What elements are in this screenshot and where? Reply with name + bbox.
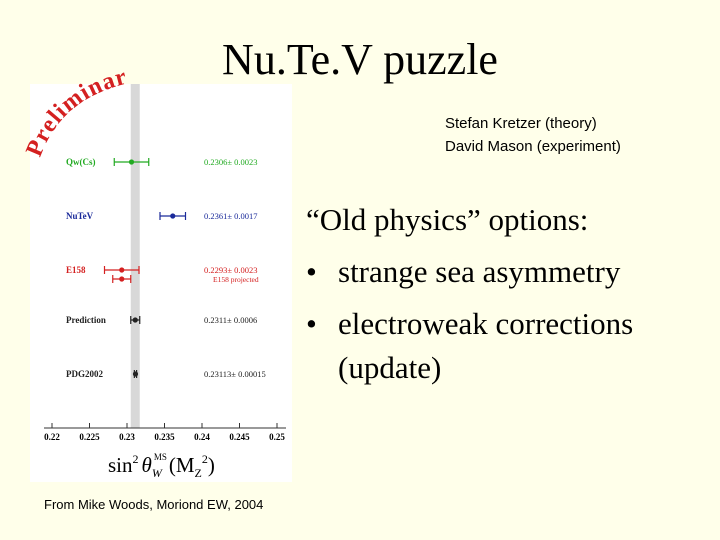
xlabel-part: ) bbox=[208, 453, 215, 477]
value-label: 0.2361± 0.0017 bbox=[204, 211, 258, 221]
point bbox=[132, 317, 138, 323]
point bbox=[170, 213, 176, 219]
bullet: electroweak corrections bbox=[338, 306, 633, 341]
annotation: E158 projected bbox=[213, 275, 259, 284]
credit: Stefan Kretzer (theory) bbox=[445, 115, 597, 132]
x-tick-label: 0.235 bbox=[154, 432, 175, 442]
heading: “Old physics” options: bbox=[306, 202, 588, 237]
point bbox=[128, 159, 135, 165]
plot-area bbox=[30, 84, 292, 482]
xlabel-part: MS bbox=[154, 452, 167, 462]
xlabel-part: W bbox=[152, 466, 163, 480]
row-label: NuTeV bbox=[66, 211, 94, 221]
value-label: 0.2306± 0.0023 bbox=[204, 157, 258, 167]
xlabel-part: 2 bbox=[202, 452, 208, 466]
footer: From Mike Woods, Moriond EW, 2004 bbox=[44, 497, 263, 512]
row-label: E158 bbox=[66, 265, 86, 275]
x-axis-label: sin2 θWMS(MZ2) bbox=[108, 452, 215, 480]
xlabel-part: sin bbox=[108, 453, 133, 477]
xlabel-part: 2 bbox=[133, 452, 139, 466]
x-tick-label: 0.25 bbox=[269, 432, 285, 442]
x-tick-label: 0.225 bbox=[79, 432, 100, 442]
xlabel-part: θ bbox=[142, 453, 152, 477]
bullet: strange sea asymmetry bbox=[338, 254, 621, 289]
x-tick-label: 0.23 bbox=[119, 432, 135, 442]
bullet-dot: • bbox=[306, 254, 317, 289]
row-label: Prediction bbox=[66, 315, 106, 325]
xlabel-part: Z bbox=[195, 466, 202, 480]
row-label: Qw(Cs) bbox=[66, 157, 96, 167]
row-label: PDG2002 bbox=[66, 369, 103, 379]
point bbox=[119, 276, 125, 282]
xlabel-part: (M bbox=[169, 453, 195, 477]
value-label: 0.23113± 0.00015 bbox=[204, 369, 266, 379]
prediction-band bbox=[130, 84, 140, 428]
bullet-dot: • bbox=[306, 306, 317, 341]
slide-title: Nu.Te.V puzzle bbox=[222, 35, 498, 84]
x-tick-label: 0.245 bbox=[229, 432, 250, 442]
x-tick-label: 0.22 bbox=[44, 432, 60, 442]
credit: David Mason (experiment) bbox=[445, 138, 621, 155]
value-label: 0.2311± 0.0006 bbox=[204, 315, 257, 325]
x-tick-label: 0.24 bbox=[194, 432, 210, 442]
value-label: 0.2293± 0.0023 bbox=[204, 265, 258, 275]
point bbox=[119, 267, 125, 273]
plot: 0.22 0.225 0.23 0.235 0.24 0.245 0.25 Qw(Cs) 0.2… bbox=[44, 84, 286, 442]
bullet: (update) bbox=[338, 350, 441, 385]
point bbox=[132, 371, 139, 377]
